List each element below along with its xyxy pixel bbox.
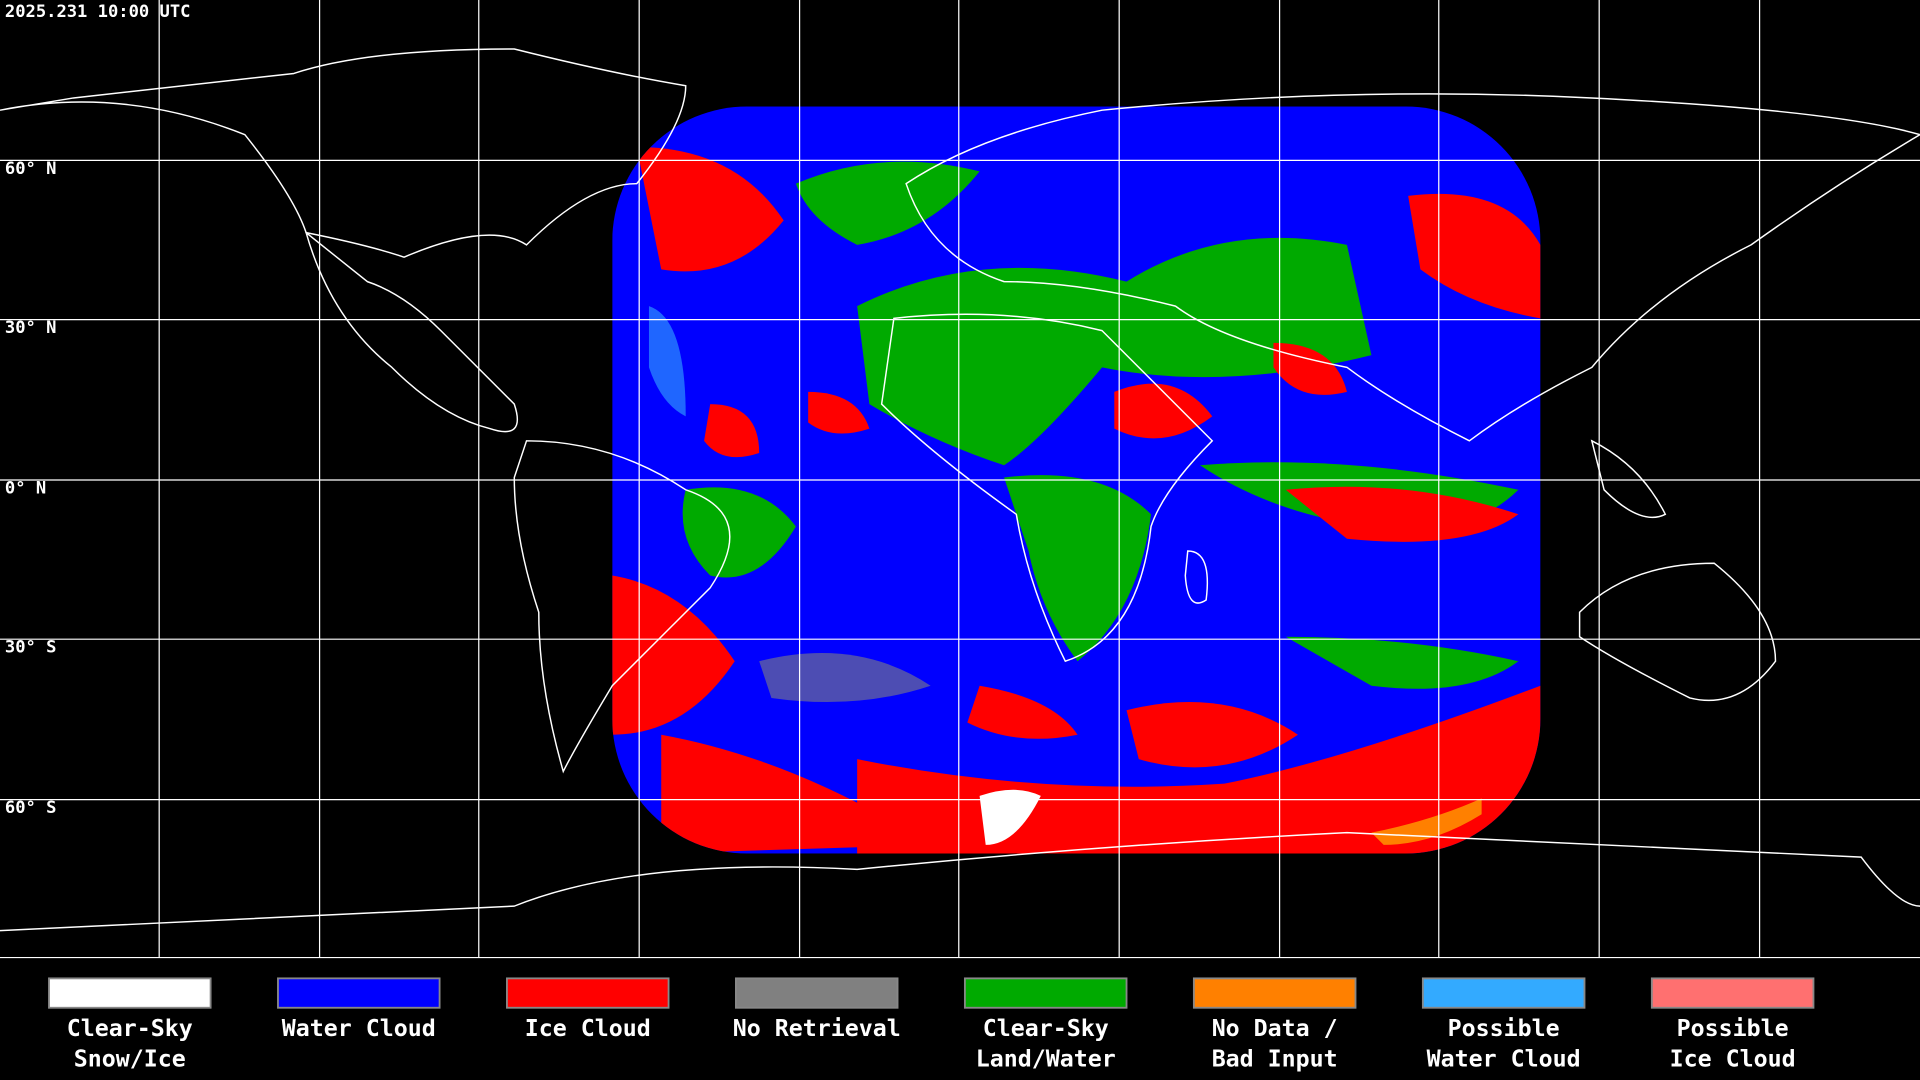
- eurasia: [905, 93, 1920, 442]
- legend-label: Clear-Sky: [67, 1015, 193, 1042]
- legend-swatch: [963, 977, 1128, 1009]
- latitude-label: 0° N: [5, 478, 46, 498]
- legend-item: Ice Cloud: [506, 977, 670, 1042]
- legend-swatch: [48, 977, 212, 1009]
- legend-item: Clear-Sky Land/Water: [963, 977, 1128, 1073]
- south-america: [513, 440, 731, 774]
- legend-swatch: [735, 977, 899, 1009]
- legend: Clear-Sky Snow/Ice Water Cloud Ice Cloud No …: [48, 977, 1815, 1073]
- legend-item: No Retrieval: [733, 977, 901, 1042]
- central-america: [304, 230, 519, 433]
- legend-swatch: [1421, 977, 1586, 1009]
- legend-label: No Retrieval: [733, 1015, 901, 1042]
- australia: [1578, 562, 1777, 702]
- graticule: [0, 0, 1920, 959]
- legend-label: Water Cloud: [1427, 1046, 1581, 1073]
- legend-label: Land/Water: [976, 1046, 1116, 1073]
- legend-item: Possible Ice Cloud: [1650, 977, 1815, 1073]
- legend-label: Water Cloud: [282, 1015, 436, 1042]
- legend-label: No Data /: [1212, 1015, 1338, 1042]
- legend-swatch: [1650, 977, 1815, 1009]
- madagascar: [1184, 550, 1209, 604]
- latitude-label: 60° S: [5, 798, 57, 818]
- antarctica: [0, 831, 1920, 932]
- north-america: [0, 48, 687, 258]
- legend-swatch: [277, 977, 441, 1009]
- legend-item: No Data / Bad Input: [1192, 977, 1357, 1073]
- legend-swatch: [1192, 977, 1357, 1009]
- latitude-label: 30° N: [5, 318, 57, 338]
- legend-label: Ice Cloud: [525, 1015, 651, 1042]
- latitude-labels: 60° N 30° N 0° N 30° S 60° S: [5, 159, 57, 818]
- maritime-continent: [1590, 439, 1667, 519]
- legend-label: Bad Input: [1212, 1046, 1338, 1073]
- legend-label: Ice Cloud: [1670, 1046, 1796, 1073]
- legend-label: Snow/Ice: [74, 1046, 186, 1073]
- legend-item: Possible Water Cloud: [1421, 977, 1586, 1073]
- latitude-label: 30° S: [5, 638, 57, 658]
- latitude-label: 60° N: [5, 159, 57, 179]
- legend-label: Possible: [1677, 1015, 1789, 1042]
- legend-item: Clear-Sky Snow/Ice: [48, 977, 212, 1073]
- legend-label: Possible: [1448, 1015, 1560, 1042]
- africa: [880, 313, 1214, 663]
- timestamp: 2025.231 10:00 UTC: [5, 2, 191, 22]
- legend-item: Water Cloud: [277, 977, 441, 1042]
- coastlines: [0, 48, 1920, 932]
- legend-label: Clear-Sky: [983, 1015, 1109, 1042]
- legend-swatch: [506, 977, 670, 1009]
